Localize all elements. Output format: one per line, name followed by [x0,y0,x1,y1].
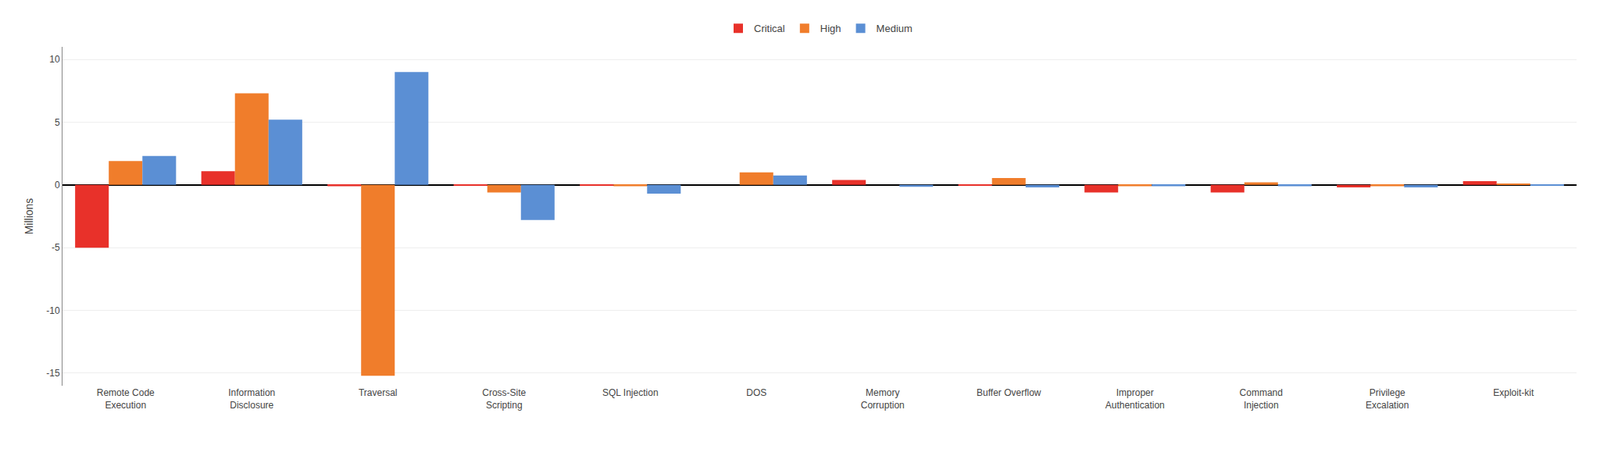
svg-text:ImproperAuthentication: ImproperAuthentication [1105,387,1165,411]
svg-text:MemoryCorruption: MemoryCorruption [860,387,905,411]
svg-text:Traversal: Traversal [358,387,398,399]
svg-text:SQL Injection: SQL Injection [602,387,659,399]
svg-text:-5: -5 [51,242,61,254]
svg-text:0: 0 [54,179,61,191]
svg-text:-15: -15 [46,367,61,379]
svg-text:Exploit-kit: Exploit-kit [1492,387,1535,399]
svg-text:10: 10 [49,53,61,65]
svg-text:-10: -10 [46,305,61,317]
svg-text:InformationDisclosure: InformationDisclosure [228,387,275,411]
svg-text:Remote CodeExecution: Remote CodeExecution [96,387,155,411]
svg-text:CommandInjection: CommandInjection [1239,387,1283,411]
svg-text:Cross-SiteScripting: Cross-SiteScripting [482,387,526,411]
svg-text:Buffer Overflow: Buffer Overflow [976,387,1042,399]
svg-text:Medium: Medium [876,22,913,35]
svg-text:DOS: DOS [746,387,767,399]
svg-text:5: 5 [54,117,61,129]
svg-text:High: High [820,22,842,35]
svg-text:Millions: Millions [22,198,36,236]
svg-text:PrivilegeExcalation: PrivilegeExcalation [1365,387,1409,411]
svg-text:Critical: Critical [753,22,786,35]
